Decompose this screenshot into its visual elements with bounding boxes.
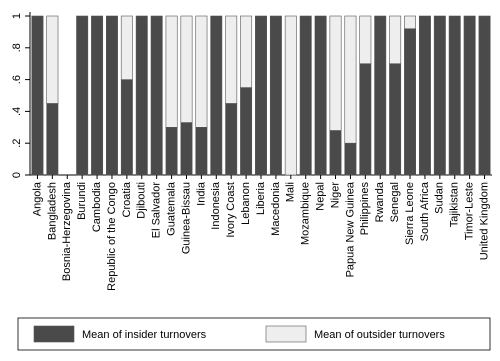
bar-segment — [448, 15, 461, 176]
y-tick-label: .6 — [11, 75, 23, 84]
x-tick-label: Guinea-Bissau — [180, 182, 192, 254]
x-tick-label: Bangladesh — [46, 182, 58, 240]
x-tick-label: Guatemala — [165, 181, 177, 236]
bar-segment — [91, 15, 104, 176]
bar-segment — [225, 103, 238, 176]
x-tick-label: Nepal — [315, 182, 327, 211]
bar-segment — [344, 15, 357, 144]
x-tick-label: Philippines — [359, 182, 371, 236]
x-tick-label: Djibouti — [136, 182, 148, 219]
bar-segment — [165, 15, 178, 128]
x-tick-label: Tajikistan — [449, 182, 461, 227]
bar-segment — [344, 142, 357, 176]
y-tick-label: .8 — [11, 43, 23, 52]
y-tick-label: .4 — [11, 107, 23, 116]
legend-box — [17, 317, 491, 351]
x-tick-label: Macedonia — [270, 181, 282, 236]
bar-segment — [195, 127, 208, 176]
x-tick-label: Ivory Coast — [225, 182, 237, 238]
x-tick-label: Mali — [285, 182, 297, 202]
x-tick-label: Burundi — [76, 182, 88, 220]
x-tick-label: Sudan — [434, 182, 446, 214]
x-tick-label: Liberia — [255, 181, 267, 215]
bar-segment — [225, 15, 238, 104]
x-tick-label: Timor-Leste — [464, 182, 476, 240]
x-tick-label: Papua New Guinea — [344, 181, 356, 277]
bar-segment — [120, 15, 133, 80]
x-tick-label: Republic of the Congo — [106, 182, 118, 291]
x-tick-label: Rwanda — [374, 181, 386, 222]
bar-segment — [389, 63, 402, 176]
legend-swatch — [265, 325, 307, 343]
bar-segment — [180, 15, 193, 123]
bar-segment — [180, 122, 193, 176]
x-tick-label: Cambodia — [91, 181, 103, 232]
bar-segment — [76, 15, 89, 176]
bar-segment — [329, 15, 342, 131]
bar-segment — [46, 103, 59, 176]
bar-segment — [106, 15, 118, 176]
x-tick-label: South Africa — [419, 181, 431, 241]
bar-segment — [31, 15, 44, 176]
x-tick-label: Indonesia — [210, 181, 222, 230]
bar-segment — [404, 28, 416, 176]
bar-segment — [314, 15, 327, 176]
y-tick-label: 1 — [11, 13, 23, 19]
bar-segment — [389, 15, 402, 65]
x-tick-label: Sierra Leone — [404, 182, 416, 245]
bar-segment — [374, 15, 387, 176]
bar-segment — [478, 15, 491, 176]
y-tick-label: .2 — [11, 139, 23, 148]
y-tick-label: 0 — [11, 172, 23, 178]
bar-segment — [135, 15, 148, 176]
bar-segment — [433, 15, 446, 176]
bar-segment — [329, 130, 342, 176]
bar-segment — [240, 87, 253, 176]
x-tick-label: India — [195, 181, 207, 206]
x-tick-label: Senegal — [389, 182, 401, 222]
bar-segment — [404, 15, 416, 30]
bar-segment — [359, 63, 372, 176]
x-tick-label: Mozambique — [300, 182, 312, 245]
bar-segment — [240, 15, 253, 88]
legend-label: Mean of outsider turnovers — [314, 329, 445, 341]
x-tick-label: Angola — [31, 181, 43, 216]
x-tick-label: Croatia — [121, 181, 133, 217]
bar-segment — [165, 127, 178, 176]
legend-label: Mean of insider turnovers — [82, 329, 207, 341]
x-tick-label: Lebanon — [240, 182, 252, 225]
x-tick-label: El Salvador — [151, 182, 163, 239]
bar-segment — [150, 15, 163, 176]
bar-segment — [463, 15, 476, 176]
legend-swatch — [33, 325, 75, 343]
bar-segment — [255, 15, 267, 176]
bar-segment — [195, 15, 208, 128]
bar-segment — [359, 15, 372, 65]
bar-segment — [120, 79, 133, 176]
bar-segment — [210, 15, 223, 176]
x-tick-label: United Kingdom — [478, 182, 490, 260]
bar-segment — [299, 15, 312, 176]
x-tick-label: Bosnia-Herzegovina — [61, 181, 73, 281]
bar-segment — [46, 15, 59, 104]
bar-segment — [418, 15, 431, 176]
bar-segment — [269, 15, 282, 176]
x-tick-label: Niger — [329, 182, 341, 209]
bar-segment — [284, 15, 297, 176]
